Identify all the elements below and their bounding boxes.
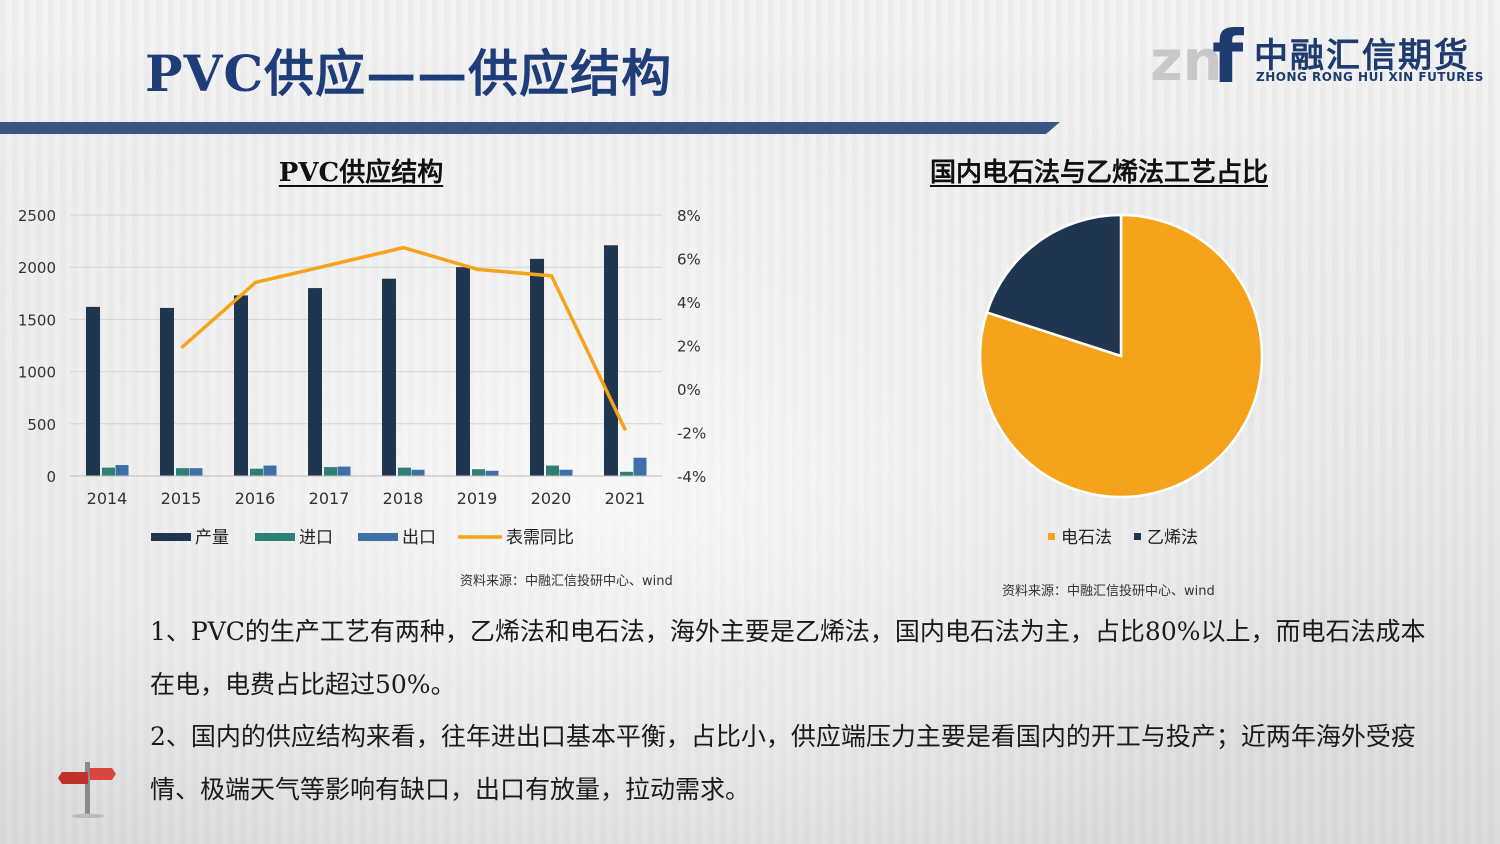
- body-paragraph-1: 1、PVC的生产工艺有两种，乙烯法和电石法，海外主要是乙烯法，国内电石法为主，占…: [150, 617, 1426, 699]
- bar-import: [398, 467, 411, 476]
- bar-export: [485, 470, 499, 476]
- supply-structure-chart: 0 500 1000 1500 2000 2500 -4% -2% 0% 2% 4% 6% 8% 2014…: [18, 207, 706, 548]
- bar-production: [308, 288, 322, 476]
- bar-production: [456, 267, 470, 476]
- title-divider-bar: [0, 122, 1060, 134]
- x-tick-label: 2017: [309, 489, 350, 508]
- legend-swatch: [358, 533, 398, 541]
- svg-text:zn: zn: [1150, 29, 1222, 86]
- bar-production: [604, 245, 618, 476]
- y-left-tick-label: 1500: [18, 311, 56, 329]
- body-text: 1、PVC的生产工艺有两种，乙烯法和电石法，海外主要是乙烯法，国内电石法为主，占…: [150, 606, 1430, 816]
- y-right-tick-label: 2%: [677, 338, 701, 356]
- y-right-tick-label: 4%: [677, 294, 701, 312]
- pie-legend-swatch: [1048, 533, 1055, 540]
- x-tick-label: 2021: [605, 489, 646, 508]
- company-logo: zn f 中融汇信期货 ZHONG RONG HUI XIN FUTURES: [1150, 20, 1483, 90]
- process-share-pie-chart: 电石法 乙烯法: [978, 213, 1264, 548]
- x-tick-label: 2016: [235, 489, 276, 508]
- x-tick-label: 2015: [161, 489, 202, 508]
- pie-slice-ethylene: [985, 213, 1123, 358]
- pie-legend-label: 电石法: [1061, 528, 1112, 548]
- bar-import: [250, 468, 263, 476]
- y-left-tick-label: 2500: [18, 207, 56, 225]
- y-right-tick-label: 6%: [677, 251, 701, 269]
- bar-export: [633, 457, 647, 476]
- pie-legend-swatch: [1134, 533, 1141, 540]
- logo-mark-icon: zn f: [1150, 20, 1244, 86]
- pie-legend-label: 乙烯法: [1147, 528, 1198, 548]
- legend-swatch: [255, 533, 295, 541]
- bar-import: [324, 467, 337, 476]
- legend-label: 产量: [195, 528, 229, 548]
- bar-export: [559, 469, 573, 476]
- body-paragraph-2: 2、国内的供应结构来看，往年进出口基本平衡，占比小，供应端压力主要是看国内的开工…: [150, 722, 1416, 804]
- y-left-tick-label: 2000: [18, 259, 56, 277]
- bar-import: [620, 471, 633, 476]
- legend-label: 进口: [299, 528, 333, 548]
- y-right-tick-label: -4%: [677, 468, 706, 486]
- y-right-tick-label: -2%: [677, 425, 706, 443]
- y-right-tick-label: 8%: [677, 207, 701, 225]
- bar-production: [160, 307, 174, 476]
- y-left-tick-label: 1000: [18, 364, 56, 382]
- supply-structure-chart-title: PVC供应结构: [278, 158, 444, 188]
- x-tick-label: 2014: [87, 489, 128, 508]
- bar-import: [472, 469, 485, 476]
- right-chart-source: 资料来源：中融汇信投研中心、wind: [1002, 584, 1215, 599]
- legend-swatch: [458, 535, 502, 539]
- bar-export: [189, 468, 203, 476]
- bar-import: [546, 465, 559, 476]
- legend-label: 表需同比: [506, 528, 574, 548]
- bar-export: [337, 466, 351, 476]
- y-left-tick-label: 500: [27, 416, 56, 434]
- x-tick-label: 2019: [457, 489, 498, 508]
- bar-export: [115, 465, 129, 476]
- line-yoy-demand: [180, 245, 628, 432]
- x-tick-label: 2020: [531, 489, 572, 508]
- bar-export: [411, 469, 425, 476]
- process-share-chart-title: 国内电石法与乙烯法工艺占比: [930, 158, 1269, 188]
- x-tick-label: 2018: [383, 489, 424, 508]
- legend-label: 出口: [402, 528, 436, 548]
- logo-english-name: ZHONG RONG HUI XIN FUTURES: [1256, 70, 1484, 84]
- bar-export: [263, 465, 277, 476]
- bar-import: [102, 467, 115, 476]
- svg-text:f: f: [1212, 20, 1244, 86]
- logo-chinese-name: 中融汇信期货: [1254, 36, 1470, 76]
- bar-import: [176, 468, 189, 476]
- bar-production: [530, 258, 544, 476]
- bar-production: [86, 306, 100, 476]
- signpost-icon: [58, 762, 116, 818]
- bar-production: [382, 278, 396, 476]
- y-right-tick-label: 0%: [677, 381, 701, 399]
- y-left-tick-label: 0: [46, 468, 56, 486]
- left-chart-source: 资料来源：中融汇信投研中心、wind: [460, 574, 673, 589]
- legend-swatch: [151, 533, 191, 541]
- slide-title: PVC供应——供应结构: [145, 44, 673, 103]
- bar-production: [234, 295, 248, 476]
